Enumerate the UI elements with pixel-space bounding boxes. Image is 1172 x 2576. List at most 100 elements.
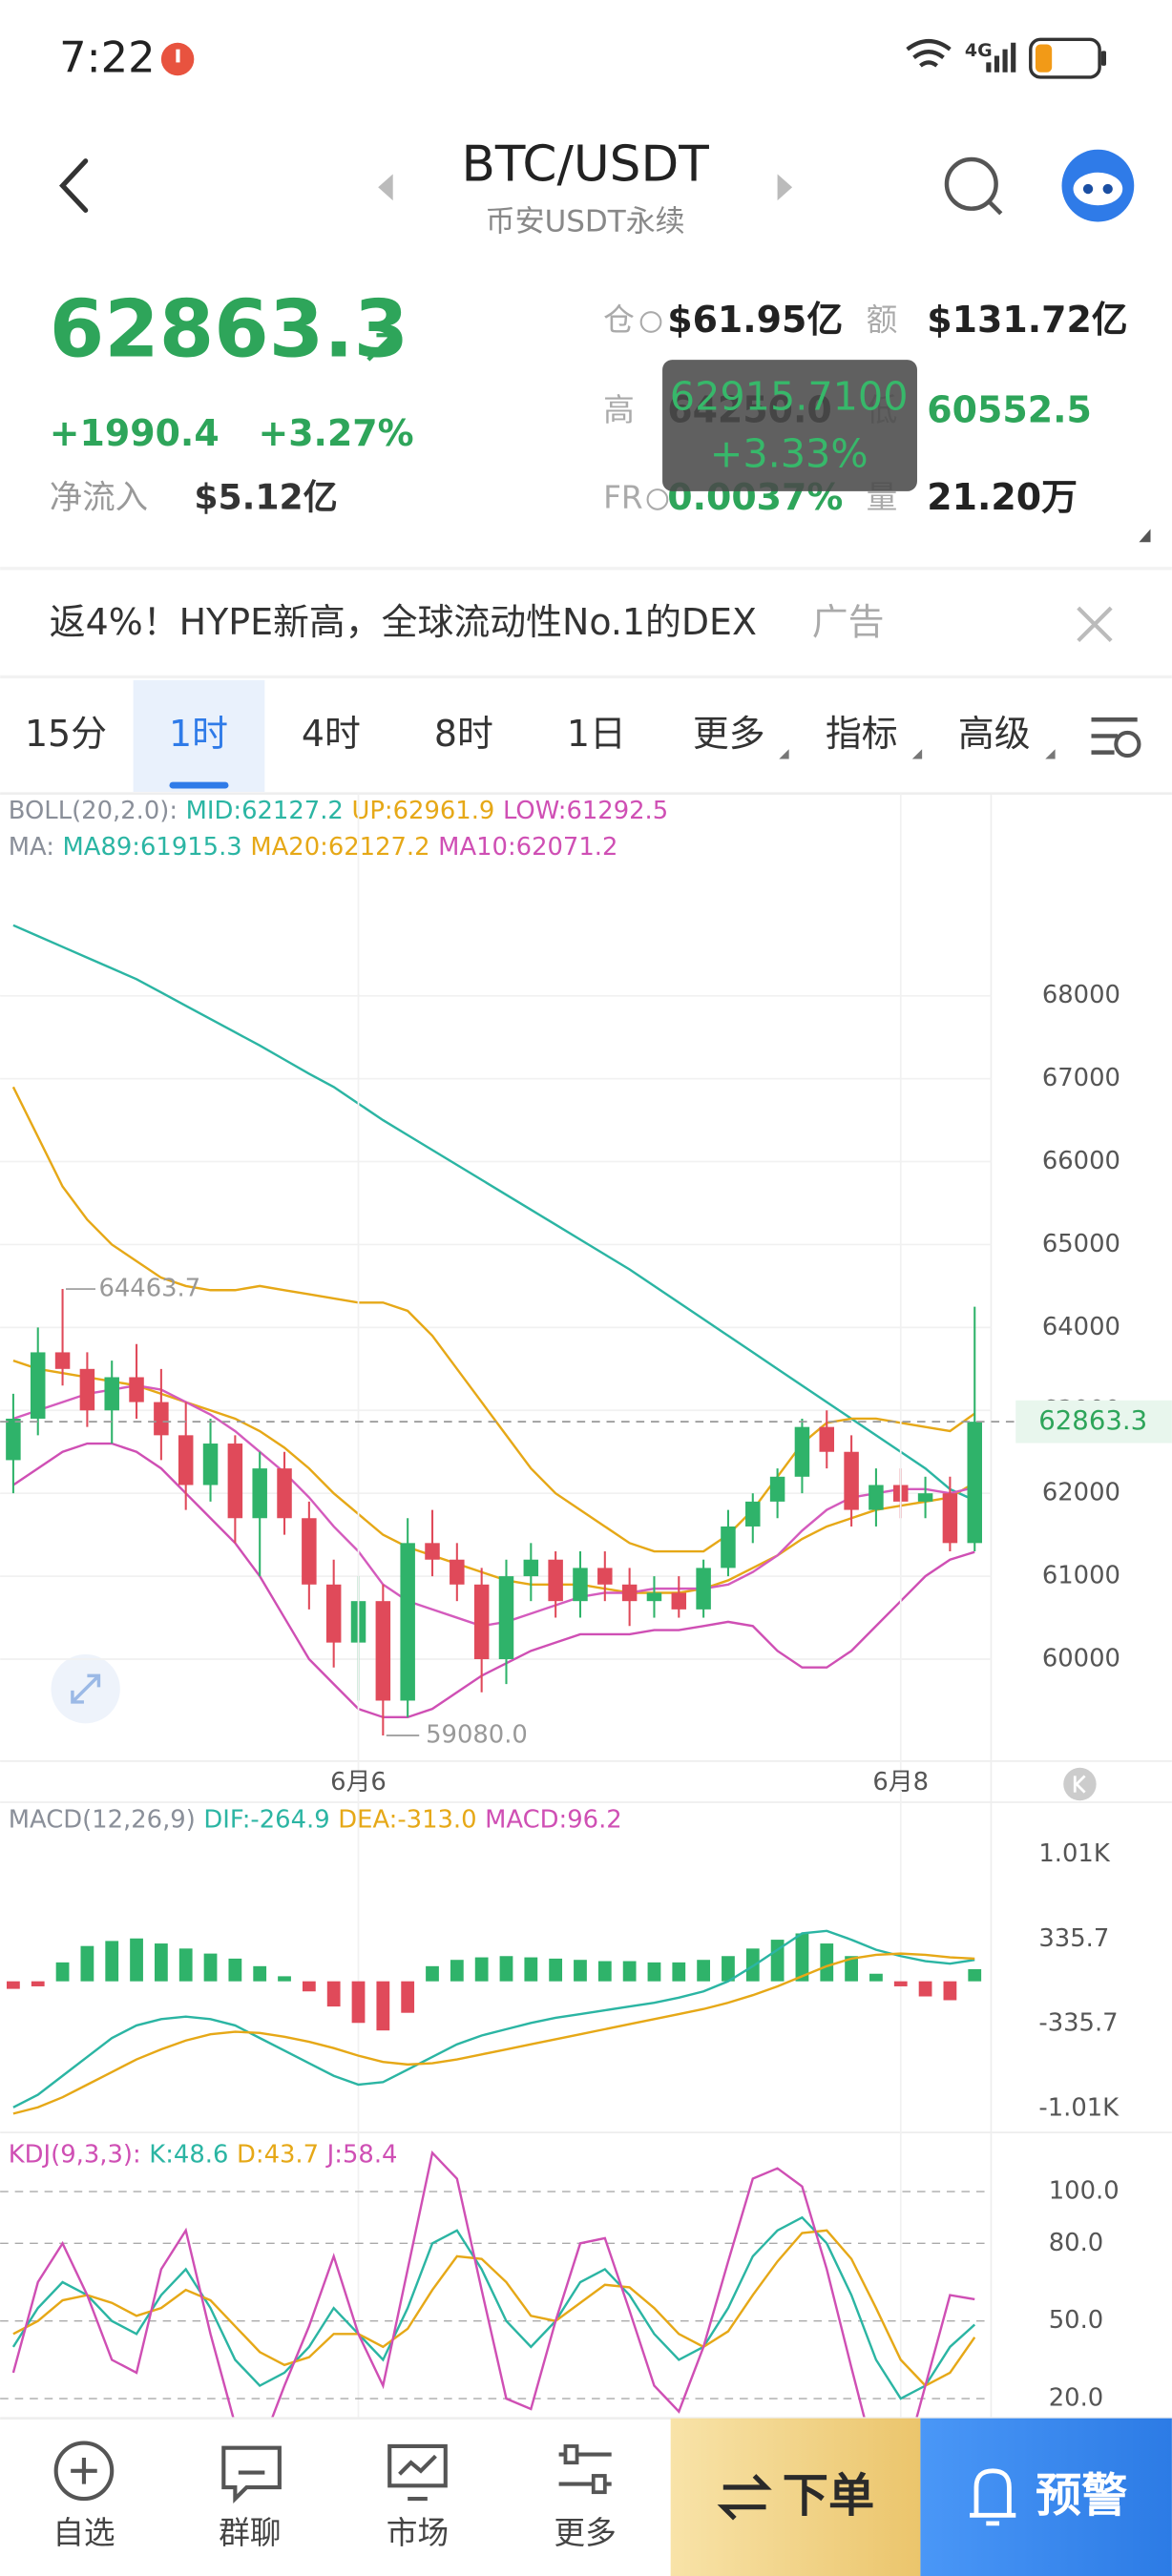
settings-lines: [1091, 717, 1138, 755]
back-button[interactable]: [59, 158, 89, 213]
indicator-legend: LOW:61292.5: [503, 797, 668, 825]
tooltip-pct: +3.33%: [710, 431, 869, 477]
more-knob: [563, 2444, 579, 2465]
indicator-legend: MID:62127.2: [186, 797, 344, 825]
info-icon[interactable]: [646, 488, 669, 510]
interval-tab[interactable]: 1时: [169, 713, 228, 755]
fullscreen-button[interactable]: [51, 1653, 120, 1724]
candle-body: [917, 1493, 933, 1502]
indicator-legend: DIF:-264.9: [203, 1805, 329, 1834]
stat-label: 高: [603, 392, 635, 428]
k-badge[interactable]: [1063, 1767, 1097, 1801]
status-alert-mark: [176, 49, 180, 63]
indicator-line: [11, 2150, 975, 2419]
y-tick-label: 62000: [1042, 1479, 1120, 1507]
fullscreen-icon: [71, 1673, 101, 1704]
wifi-icon: [906, 38, 952, 68]
nav-item[interactable]: 自选: [52, 2515, 115, 2551]
dropdown-marks: [779, 749, 1056, 759]
up-arrow: [366, 333, 395, 362]
battery-icon: [1029, 37, 1101, 79]
plot-area: [7, 1929, 982, 2115]
last-price-label: 62863.3: [1038, 1405, 1147, 1436]
candle-body: [819, 1426, 835, 1452]
indicator-legend: UP:62961.9: [351, 797, 494, 825]
ad-text[interactable]: 返4%！HYPE新高，全球流动性No.1的DEX: [50, 601, 757, 643]
alert-button[interactable]: [920, 2418, 1172, 2576]
indicator-legend: BOLL(20,2.0):: [9, 797, 178, 825]
market-icon: [387, 2443, 448, 2502]
candle-body: [597, 1568, 613, 1585]
tooltip-price: 62915.7100: [670, 373, 909, 419]
interval-tab[interactable]: 更多: [693, 713, 765, 755]
search-button[interactable]: [944, 156, 1003, 216]
watchlist-plus: [71, 2458, 97, 2484]
macd-bar: [524, 1957, 538, 1982]
order-button[interactable]: [670, 2418, 921, 2576]
k-badge-mark: [1073, 1775, 1086, 1794]
candle-body: [375, 1601, 391, 1701]
bottom-nav: 自选 群聊 市场 更多: [52, 2515, 617, 2551]
interval-tab[interactable]: 4时: [302, 713, 361, 755]
candle-body: [523, 1559, 539, 1577]
interval-tab[interactable]: 15分: [25, 713, 107, 755]
interval-tab[interactable]: 1日: [567, 713, 626, 755]
macd-bar: [672, 1962, 686, 1982]
stat-label: FR: [603, 479, 643, 515]
assistant-avatar[interactable]: [1061, 149, 1135, 222]
y-tick-label: 100.0: [1049, 2177, 1120, 2206]
order-icon: [717, 2474, 772, 2521]
prev-symbol[interactable]: [378, 174, 393, 201]
y-tick-label: 20.0: [1049, 2384, 1103, 2413]
price-change-pct: +3.27%: [258, 412, 413, 454]
candle-body: [942, 1493, 958, 1544]
search-icon: [944, 156, 998, 211]
macd-bar: [7, 1981, 20, 1989]
macd-bar: [795, 1933, 809, 1982]
ad-close[interactable]: [1077, 606, 1113, 643]
candle-body: [844, 1451, 859, 1510]
interval-tab[interactable]: 高级: [958, 713, 1031, 755]
macd-bar: [499, 1956, 513, 1982]
nav-item[interactable]: 市场: [387, 2515, 449, 2551]
macd-bar: [401, 1981, 415, 2013]
expand-corner[interactable]: [1139, 529, 1151, 543]
battery-tip: [1100, 51, 1106, 66]
last-price: 62863.3: [50, 284, 408, 376]
last-price-badge: [1015, 1400, 1172, 1444]
candle-body: [769, 1476, 785, 1502]
macd-bar: [722, 1956, 735, 1982]
macd-bar: [943, 1981, 957, 2001]
indicator-legend: DEA:-313.0: [338, 1805, 476, 1834]
macd-bar: [770, 1940, 785, 1982]
y-tick-label: 80.0: [1049, 2229, 1103, 2257]
alert-icon: [970, 2468, 1016, 2526]
macd-bar: [376, 1981, 390, 2031]
info-icon[interactable]: [639, 311, 662, 333]
nav-item[interactable]: 更多: [554, 2515, 616, 2551]
settings-gear: [1114, 730, 1141, 758]
next-symbol[interactable]: [777, 174, 793, 201]
indicator-legend: MACD:96.2: [485, 1805, 622, 1834]
y-tick-label: 66000: [1042, 1147, 1120, 1175]
interval-tab[interactable]: 指标: [826, 713, 898, 755]
candle-body: [450, 1559, 465, 1585]
macd-bar: [326, 1981, 341, 2007]
indicator-line: [12, 1442, 975, 1719]
indicator-legend: MA89:61915.3: [63, 833, 242, 862]
max-label: 64463.7: [98, 1275, 200, 1303]
chart-settings[interactable]: [1091, 717, 1141, 758]
interval-tab[interactable]: 8时: [434, 713, 493, 755]
avatar-eye: [1102, 183, 1113, 195]
stat-value: $131.72亿: [927, 299, 1127, 341]
macd-bar: [154, 1943, 168, 1982]
ad-tag: 广告: [812, 601, 885, 643]
stat-value: 60552.5: [927, 389, 1092, 431]
indicator-legend: D:43.7: [237, 2141, 319, 2170]
indicator-legend: K:48.6: [149, 2141, 228, 2170]
nav-item[interactable]: 群聊: [219, 2515, 281, 2551]
macd-bar: [426, 1965, 439, 1982]
macd-bar: [845, 1956, 858, 1982]
candle-body: [473, 1584, 490, 1660]
